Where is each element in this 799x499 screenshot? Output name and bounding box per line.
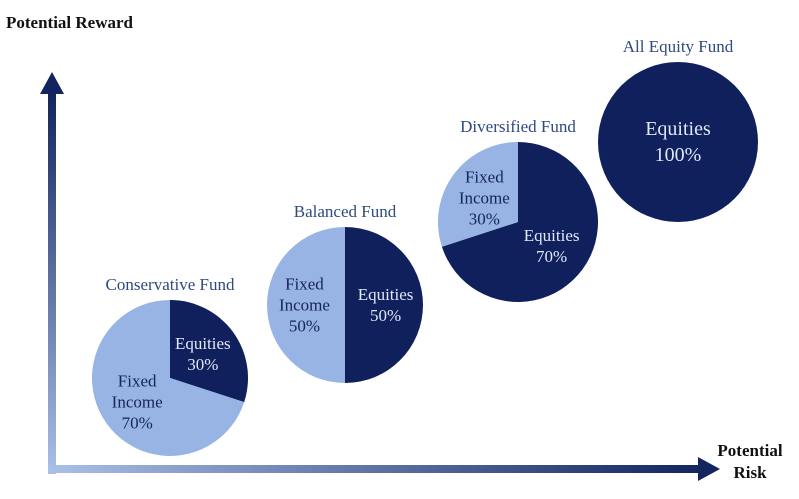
risk-axis — [48, 465, 700, 473]
slice-value: 30% — [187, 355, 219, 375]
slice-category: Equities — [645, 118, 711, 140]
slice-value: 50% — [369, 306, 402, 325]
slice-value: 70% — [536, 247, 568, 267]
slice-label: Fixed Income 30% — [444, 166, 524, 229]
pie-slice — [598, 62, 758, 222]
pie-slice — [438, 141, 518, 247]
fund-title: Diversified Fund — [460, 117, 576, 136]
fund-title: Balanced Fund — [293, 202, 397, 221]
slice-label: Equities 50% — [346, 284, 426, 326]
slice-category: Equities — [357, 285, 414, 304]
slice-category: Fixed Income — [278, 274, 330, 315]
reward-arrowhead — [40, 72, 64, 94]
fund-title: All Equity Fund — [622, 37, 734, 56]
slice-category: Equities — [174, 334, 231, 354]
slice-value: 30% — [468, 209, 500, 229]
x-axis-label: Potential Risk — [717, 441, 783, 482]
y-axis-label: Potential Reward — [6, 13, 134, 32]
pie-slice — [267, 227, 345, 383]
slice-category: Equities — [523, 226, 580, 246]
slice-value: 50% — [288, 316, 321, 336]
slice-value: 100% — [654, 144, 702, 166]
slice-category: Fixed Income — [458, 167, 510, 208]
fund-title: Conservative Fund — [105, 275, 235, 294]
pie-slice — [441, 142, 598, 302]
pie-slice — [345, 227, 423, 383]
slice-label: Fixed Income 50% — [264, 274, 344, 337]
reward-axis — [48, 92, 56, 474]
risk-arrowhead — [698, 457, 720, 481]
pie-slice — [92, 300, 245, 456]
pie-slice — [170, 300, 248, 403]
slice-category: Fixed Income — [111, 371, 163, 412]
slice-label: Fixed Income 70% — [97, 370, 177, 433]
slice-value: 70% — [121, 413, 153, 433]
slice-label: Equities 30% — [163, 333, 243, 375]
slice-label: Equities 100% — [618, 116, 738, 168]
slice-label: Equities 70% — [512, 225, 592, 267]
